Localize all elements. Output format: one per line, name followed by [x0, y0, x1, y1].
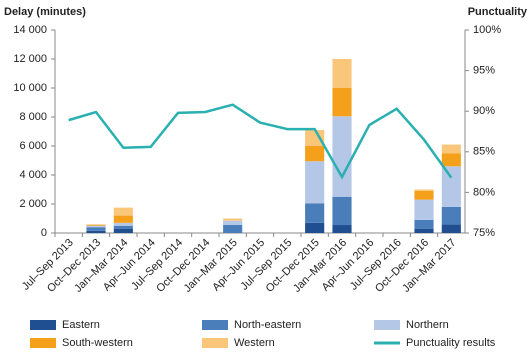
- y2-tick-label: 95%: [473, 65, 495, 77]
- y-tick-label: 6 000: [19, 140, 47, 152]
- y2-tick-label: 85%: [473, 146, 495, 158]
- bar-segment: [441, 166, 461, 207]
- bar-segment: [414, 199, 434, 220]
- y-tick-label: 14 000: [13, 24, 47, 36]
- y-tick-label: 4 000: [19, 169, 47, 181]
- bar-segment: [223, 220, 243, 226]
- legend-swatch: [374, 320, 400, 330]
- bar-segment: [441, 206, 461, 225]
- y-tick-label: 0: [41, 227, 47, 239]
- y2-axis-title: Punctuality: [468, 6, 528, 18]
- bar-segment: [332, 225, 352, 233]
- bar-segment: [305, 203, 325, 223]
- bar-segment: [332, 59, 352, 88]
- y-tick-label: 2 000: [19, 198, 47, 210]
- bar-segment: [305, 130, 325, 146]
- bar-segment: [305, 161, 325, 204]
- legend-label: North-eastern: [234, 319, 301, 331]
- y2-tick-label: 90%: [473, 105, 495, 117]
- y-tick-label: 8 000: [19, 111, 47, 123]
- bar-segment: [86, 227, 106, 231]
- bar-segment: [414, 190, 434, 200]
- bar-segment: [305, 222, 325, 233]
- y-axis-title: Delay (minutes): [4, 6, 86, 18]
- bar-segment: [414, 228, 434, 233]
- legend-label: Western: [234, 337, 275, 349]
- legend-label: South-western: [62, 337, 133, 349]
- bar-segment: [86, 225, 106, 226]
- legend-label: Punctuality results: [406, 337, 496, 349]
- bar-segment: [305, 146, 325, 162]
- legend-label: Northern: [406, 319, 449, 331]
- legend-swatch: [30, 320, 56, 330]
- bar-segment: [441, 224, 461, 233]
- bar-segment: [441, 153, 461, 167]
- legend-label: Eastern: [62, 319, 100, 331]
- legend-swatch: [202, 320, 228, 330]
- bar-segment: [414, 219, 434, 229]
- bar-segment: [113, 228, 133, 233]
- line-series: [68, 103, 453, 180]
- bar-segment: [113, 215, 133, 223]
- bar-segment: [113, 222, 133, 226]
- bar-segment: [441, 144, 461, 154]
- y-tick-label: 12 000: [13, 53, 47, 65]
- bar-segment: [86, 224, 106, 226]
- y2-tick-label: 80%: [473, 186, 495, 198]
- y2-tick-label: 100%: [473, 24, 501, 36]
- bar-segment: [223, 225, 243, 233]
- bar-segment: [332, 88, 352, 117]
- bar-segment: [86, 230, 106, 233]
- bar-segment: [113, 207, 133, 216]
- bar-segment: [86, 225, 106, 228]
- bar-segment: [332, 196, 352, 226]
- bar-segment: [223, 218, 243, 221]
- y2-tick-label: 75%: [473, 227, 495, 239]
- bar-segment: [113, 225, 133, 229]
- bar-segment: [414, 189, 434, 191]
- y-tick-label: 10 000: [13, 82, 47, 94]
- legend-swatch: [30, 338, 56, 348]
- bar-segment: [332, 116, 352, 197]
- legend-swatch: [202, 338, 228, 348]
